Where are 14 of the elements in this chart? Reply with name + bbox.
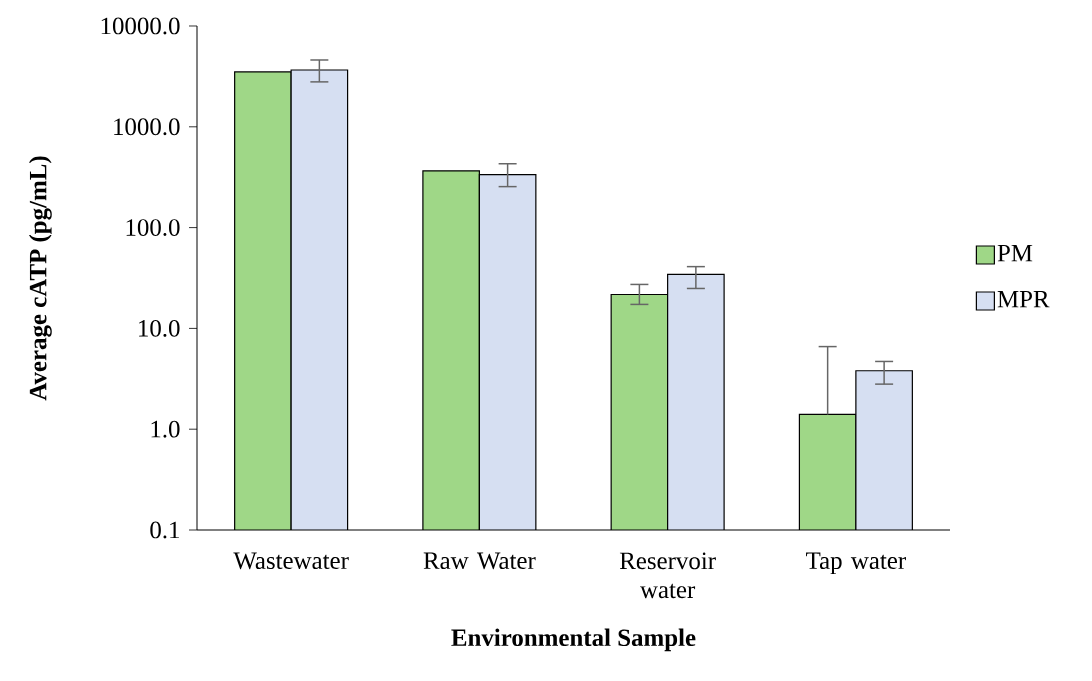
y-tick-label: 0.1 bbox=[150, 521, 179, 539]
y-tick-label: 10.0 bbox=[139, 319, 180, 337]
y-tick-label: 100.0 bbox=[126, 219, 180, 237]
y-tick-label: 1000.0 bbox=[114, 118, 180, 136]
y-tick-label: 10000.0 bbox=[101, 17, 180, 35]
y-tick-label: 1.0 bbox=[151, 420, 180, 438]
x-tick-label: Wastewater bbox=[233, 552, 349, 570]
legend-label: PM bbox=[997, 244, 1033, 262]
y-axis-title: Average cATP (pg/mL) bbox=[28, 156, 52, 401]
x-tick-label: Raw Water bbox=[423, 552, 536, 570]
x-tick-label: Reservoir water bbox=[619, 552, 716, 599]
x-tick-label: Tap water bbox=[806, 552, 906, 575]
legend-label: MPR bbox=[997, 290, 1050, 308]
x-axis-title: Environmental Sample bbox=[451, 628, 696, 652]
